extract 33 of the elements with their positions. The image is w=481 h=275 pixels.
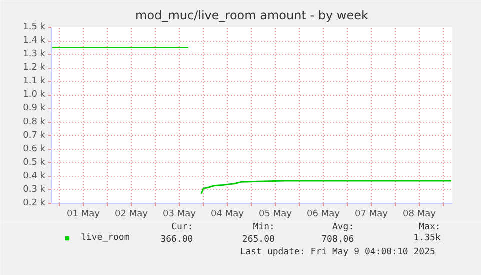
text: Cur: — [172, 222, 194, 232]
y-tick-label: 0.4 k — [23, 171, 46, 182]
x-tick-label: 08 May — [403, 210, 437, 220]
y-tick-label: 0.2 k — [23, 198, 46, 208]
text: 366.00 — [160, 235, 194, 245]
y-tick-label: 1.3 k — [23, 50, 46, 60]
x-tick-label: 04 May — [211, 210, 245, 220]
x-tick-label: 03 May — [163, 210, 197, 220]
y-tick-label: 0.5 k — [23, 158, 46, 168]
text: Last update: Fri May 9 04:00:10 2025 — [240, 248, 436, 258]
text: 708.06 — [322, 235, 354, 245]
legend-label: live_room — [81, 233, 130, 243]
text: Min: — [253, 222, 275, 232]
y-tick-label: 1.2 k — [23, 63, 46, 74]
text: Max: — [419, 222, 441, 232]
x-tick-label: 06 May — [307, 210, 341, 220]
y-tick-label: 0.3 k — [23, 184, 46, 195]
y-tick-label: 0.9 k — [23, 104, 46, 114]
y-tick-label: 0.8 k — [23, 117, 46, 128]
y-tick-label: 1.5 k — [23, 22, 46, 32]
chart-title: mod_muc/live_room amount - by week — [136, 8, 369, 22]
text: 1.35k — [414, 234, 442, 244]
y-tick-label: 1.1 k — [23, 76, 46, 87]
x-tick-label: 01 May — [67, 210, 101, 220]
y-tick-label: 1.4 k — [23, 36, 46, 46]
x-tick-label: 02 May — [115, 210, 149, 220]
text: 265.00 — [242, 235, 275, 245]
y-tick-label: 0.7 k — [23, 130, 46, 141]
text: Avg: — [332, 222, 354, 232]
y-tick-label: 0.6 k — [23, 144, 46, 154]
y-tick-label: 1.0 k — [23, 90, 46, 100]
x-tick-label: 07 May — [355, 210, 389, 220]
x-tick-label: 05 May — [259, 210, 293, 220]
